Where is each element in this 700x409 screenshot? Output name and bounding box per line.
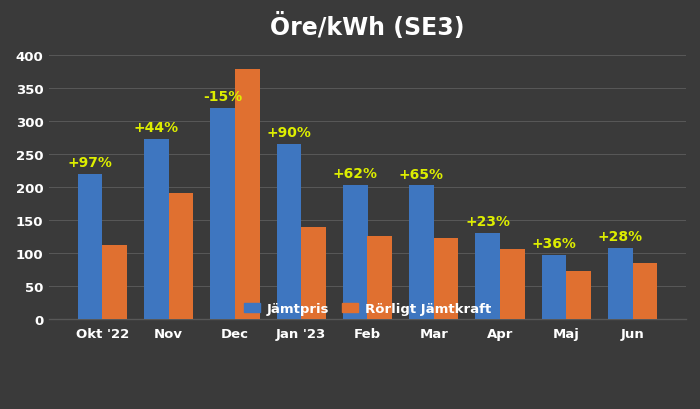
Bar <box>235 70 260 319</box>
Text: +36%: +36% <box>531 236 577 251</box>
Bar <box>475 234 500 319</box>
Bar <box>368 237 392 319</box>
Text: +97%: +97% <box>68 155 113 170</box>
Bar <box>211 108 235 319</box>
Text: -15%: -15% <box>203 90 242 104</box>
Bar <box>410 186 434 319</box>
Bar <box>633 264 657 319</box>
Text: +90%: +90% <box>267 126 312 140</box>
Bar <box>102 245 127 319</box>
Bar <box>144 139 169 319</box>
Bar <box>500 249 524 319</box>
Text: +23%: +23% <box>466 215 510 229</box>
Bar <box>169 194 193 319</box>
Bar <box>608 248 633 319</box>
Bar <box>542 255 566 319</box>
Title: Öre/kWh (SE3): Öre/kWh (SE3) <box>270 13 465 40</box>
Bar <box>566 272 591 319</box>
Bar <box>276 144 301 319</box>
Bar <box>78 174 102 319</box>
Bar <box>434 238 458 319</box>
Bar <box>343 185 368 319</box>
Text: +65%: +65% <box>399 167 444 182</box>
Text: +28%: +28% <box>598 229 643 243</box>
Bar <box>301 227 326 319</box>
Legend: Jämtpris, Rörligt Jämtkraft: Jämtpris, Rörligt Jämtkraft <box>244 302 491 315</box>
Text: +44%: +44% <box>134 121 179 135</box>
Text: +62%: +62% <box>332 167 378 181</box>
